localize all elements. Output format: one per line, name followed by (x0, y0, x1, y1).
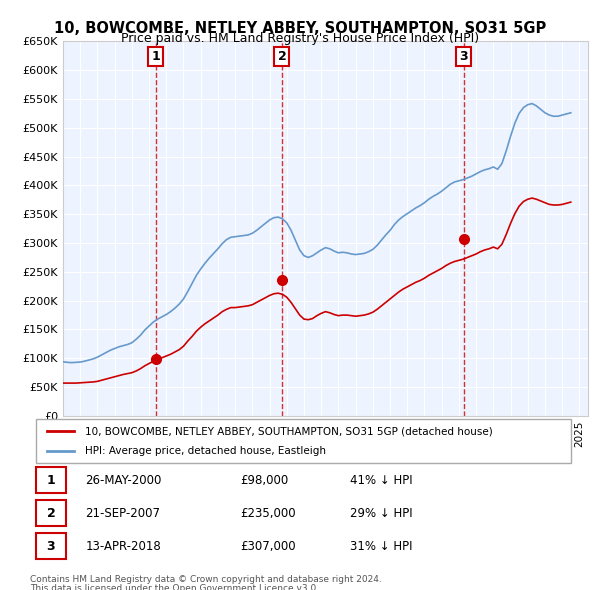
Text: HPI: Average price, detached house, Eastleigh: HPI: Average price, detached house, East… (85, 446, 326, 455)
Text: 13-APR-2018: 13-APR-2018 (85, 540, 161, 553)
Text: Price paid vs. HM Land Registry's House Price Index (HPI): Price paid vs. HM Land Registry's House … (121, 32, 479, 45)
Text: Contains HM Land Registry data © Crown copyright and database right 2024.: Contains HM Land Registry data © Crown c… (30, 575, 382, 584)
Text: This data is licensed under the Open Government Licence v3.0.: This data is licensed under the Open Gov… (30, 584, 319, 590)
Text: 3: 3 (47, 540, 55, 553)
Text: 2: 2 (278, 50, 286, 63)
FancyBboxPatch shape (35, 500, 66, 526)
Text: 10, BOWCOMBE, NETLEY ABBEY, SOUTHAMPTON, SO31 5GP (detached house): 10, BOWCOMBE, NETLEY ABBEY, SOUTHAMPTON,… (85, 427, 493, 436)
Text: 29% ↓ HPI: 29% ↓ HPI (350, 507, 413, 520)
Text: £235,000: £235,000 (240, 507, 295, 520)
Text: 1: 1 (47, 474, 55, 487)
Text: 1: 1 (152, 50, 160, 63)
Text: £98,000: £98,000 (240, 474, 288, 487)
Text: 3: 3 (459, 50, 468, 63)
Text: 21-SEP-2007: 21-SEP-2007 (85, 507, 160, 520)
FancyBboxPatch shape (35, 419, 571, 463)
FancyBboxPatch shape (35, 533, 66, 559)
Text: 31% ↓ HPI: 31% ↓ HPI (350, 540, 413, 553)
Text: £307,000: £307,000 (240, 540, 295, 553)
Text: 10, BOWCOMBE, NETLEY ABBEY, SOUTHAMPTON, SO31 5GP: 10, BOWCOMBE, NETLEY ABBEY, SOUTHAMPTON,… (54, 21, 546, 35)
Text: 26-MAY-2000: 26-MAY-2000 (85, 474, 161, 487)
FancyBboxPatch shape (35, 467, 66, 493)
Text: 41% ↓ HPI: 41% ↓ HPI (350, 474, 413, 487)
Text: 2: 2 (47, 507, 55, 520)
